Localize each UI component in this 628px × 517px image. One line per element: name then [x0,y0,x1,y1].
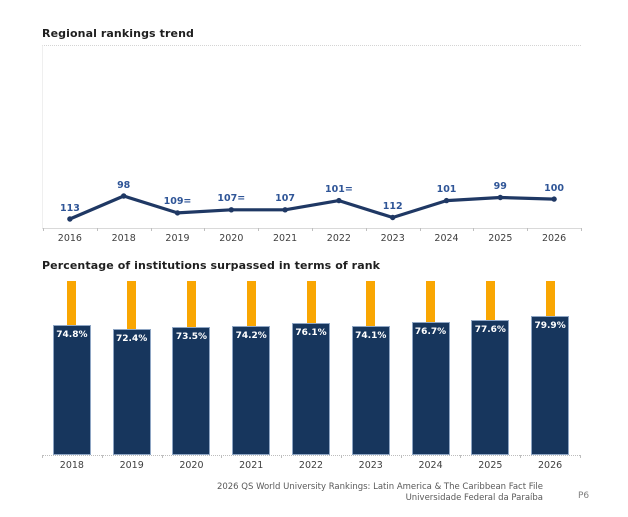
line-point-label: 109= [163,196,192,208]
bar-value-label: 76.1% [295,327,327,338]
x-axis-label: 2020 [219,233,244,244]
x-axis-label: 2016 [57,233,82,244]
reference-bar [426,281,436,325]
axis-tick [204,228,206,231]
reference-bar [127,281,137,333]
x-axis-label: 2024 [434,233,459,244]
x-axis-label: 2026 [538,460,563,471]
bar-value-label: 76.7% [414,326,447,337]
x-axis-label: 2023 [380,233,405,244]
value-bar [172,327,211,455]
reference-bar [306,281,316,326]
x-axis-label: 2025 [488,233,513,244]
x-axis-label: 2026 [542,233,567,244]
axis-tick [419,228,421,231]
axis-tick [520,455,522,458]
data-point-marker [67,216,73,222]
x-axis-label: 2025 [478,460,503,471]
reference-bar [485,281,495,323]
bar-chart-title: Percentage of institutions surpassed in … [42,259,381,272]
regional-rankings-line-chart: 113 98 109= 107= 107 101= 112 101 99 100 2016 2018 2… [42,45,582,244]
footer-line-2: Universidade Federal da Paraíba [405,492,543,503]
bar-value-label: 77.6% [474,325,506,335]
data-point-marker [336,197,342,204]
axis-tick [281,455,283,458]
value-bar [411,321,450,455]
axis-tick [460,455,462,458]
line-point-label: 101= [324,184,353,196]
rank-trend-line [69,194,555,221]
x-axis-label: 2019 [165,233,190,244]
data-point-marker [121,193,127,199]
axis-tick [96,228,98,231]
axis-tick [312,228,313,231]
axis-tick [527,228,529,231]
footer: 2026 QS World University Rankings: Latin… [217,482,543,503]
x-axis-label: 2019 [119,460,144,471]
axis-tick [101,455,103,458]
value-bar [531,316,570,455]
x-axis-label: 2023 [358,460,383,471]
reference-bar [186,281,196,331]
bar-value-label: 74.2% [235,330,267,341]
axis-tick [161,455,163,458]
x-axis-label: 2018 [111,233,136,244]
line-point-label: 101 [436,184,457,196]
axis-tick [473,228,475,231]
data-point-marker [174,210,181,216]
value-bar [292,322,330,455]
x-axis-label: 2021 [239,460,264,471]
x-axis-label: 2018 [59,460,84,471]
rank-trend-line-svg [67,193,557,222]
line-point-label: 100 [544,182,565,194]
axis-tick [221,455,223,458]
data-point-marker [390,214,396,221]
data-point-marker [551,196,557,202]
axis-tick [43,228,44,231]
axis-tick [400,455,402,458]
value-bar [351,326,390,455]
value-bar [232,325,271,455]
reference-bar [545,281,555,319]
bar-value-label: 79.9% [534,321,566,331]
data-point-marker [497,194,503,201]
axis-tick [42,455,43,458]
x-axis-label: 2021 [273,233,298,244]
x-axis-label: 2020 [179,460,204,471]
percent-surpassed-bar-chart: 74.8% 72.4% 73.5% 74.2% 76.1% 74.1% 76.7% 77.6%… [42,281,581,471]
axis-tick [365,228,367,231]
axis-tick [581,228,582,231]
reference-bar [67,281,77,328]
data-point-marker [443,197,450,204]
line-point-label: 113 [59,202,80,214]
reference-bar [366,281,376,330]
x-axis-label: 2024 [418,460,443,471]
x-axis-label: 2022 [326,233,351,244]
line-point-label: 99 [493,181,507,193]
line-point-label: 107 [275,193,296,205]
bar-value-label: 74.8% [56,329,88,340]
axis-tick [150,228,152,231]
footer-line-1: 2026 QS World University Rankings: Latin… [216,482,543,492]
reference-bar [246,281,256,329]
data-point-marker [282,207,288,213]
axis-tick [340,455,342,458]
line-chart-title: Regional rankings trend [42,27,194,40]
page-number: P6 [578,491,590,501]
value-bar [471,320,510,455]
data-point-marker [228,207,234,213]
value-bar [112,329,151,455]
line-point-label: 112 [382,200,403,212]
bar-value-label: 73.5% [175,332,208,343]
axis-tick [580,455,581,458]
line-point-label: 98 [117,179,131,191]
line-point-label: 107= [217,193,246,205]
x-axis-label: 2022 [298,460,324,471]
bar-value-label: 72.4% [116,334,148,344]
axis-tick [258,228,260,231]
value-bar [52,324,91,455]
bar-value-label: 74.1% [355,331,387,342]
